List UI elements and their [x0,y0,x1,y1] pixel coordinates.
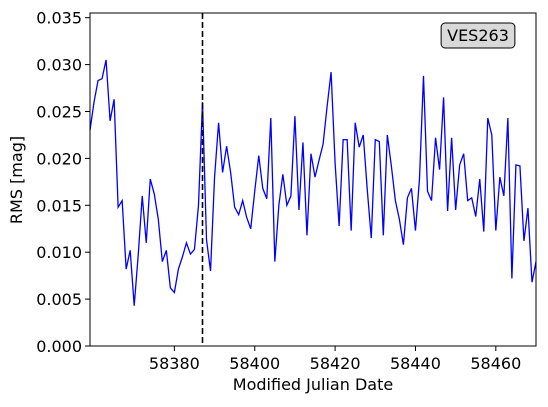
annotation-text: VES263 [447,26,509,45]
y-axis-label: RMS [mag] [7,136,26,224]
x-tick-label: 58400 [229,354,280,373]
y-tick-label: 0.035 [36,9,82,28]
x-axis-label: Modified Julian Date [233,375,393,394]
data-line [89,59,537,306]
y-tick-label: 0.000 [36,337,82,356]
y-tick-label: 0.005 [36,290,82,309]
y-tick-label: 0.020 [36,149,82,168]
y-tick-label: 0.030 [36,56,82,75]
y-tick-label: 0.015 [36,196,82,215]
x-tick-label: 58460 [470,354,521,373]
y-tick-label: 0.010 [36,243,82,262]
annotation-box [440,22,516,49]
frame [89,12,537,347]
x-tick-label: 58440 [390,354,441,373]
y-tick-label: 0.025 [36,102,82,121]
x-tick-label: 58420 [310,354,361,373]
x-tick-label: 58380 [149,354,200,373]
